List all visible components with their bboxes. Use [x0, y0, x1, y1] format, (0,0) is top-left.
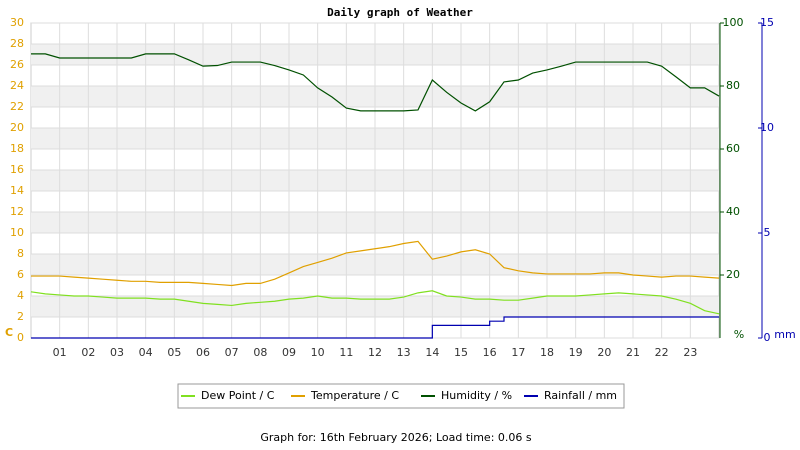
x-tick-label: 16	[483, 346, 497, 359]
x-tick-label: 17	[511, 346, 525, 359]
x-tick-label: 06	[196, 346, 210, 359]
y-tick-label: 8	[17, 247, 24, 260]
y3-tick-label: 15	[760, 16, 774, 29]
series-line	[31, 240, 720, 287]
x-tick-label: 13	[397, 346, 411, 359]
y-tick-label: 24	[10, 79, 24, 92]
y2-unit: %	[734, 328, 744, 341]
x-tick-label: 15	[454, 346, 468, 359]
footer: Graph for: 16th February 2026; Load time…	[260, 431, 532, 444]
x-tick-label: 14	[425, 346, 439, 359]
y-tick-label: 6	[17, 268, 24, 281]
x-tick-label: 19	[569, 346, 583, 359]
x-tick-label: 07	[225, 346, 239, 359]
y2-tick-label: 40	[726, 205, 740, 218]
legend-label: Humidity / %	[441, 389, 512, 402]
x-tick-label: 18	[540, 346, 554, 359]
x-tick-label: 04	[139, 346, 153, 359]
x-tick-label: 23	[683, 346, 697, 359]
x-tick-label: 21	[626, 346, 640, 359]
y-tick-label: 14	[10, 184, 24, 197]
x-tick-label: 05	[167, 346, 181, 359]
y3-tick-label: 0	[764, 331, 771, 344]
x-tick-label: 10	[311, 346, 325, 359]
y-tick-label: 18	[10, 142, 24, 155]
y3-unit: mm	[774, 328, 795, 341]
x-tick-label: 22	[655, 346, 669, 359]
y2-tick-label: 20	[726, 268, 740, 281]
series-line	[30, 290, 720, 315]
x-tick-label: 03	[110, 346, 124, 359]
y-tick-label: 16	[10, 163, 24, 176]
y-unit: C	[5, 326, 13, 339]
y-tick-label: 26	[10, 58, 24, 71]
legend-label: Temperature / C	[310, 389, 399, 402]
x-tick-label: 20	[597, 346, 611, 359]
x-tick-label: 08	[253, 346, 267, 359]
chart-title: Daily graph of Weather	[327, 6, 473, 19]
y-tick-label: 2	[17, 310, 24, 323]
y3-tick-label: 5	[764, 226, 771, 239]
x-tick-label: 11	[339, 346, 353, 359]
y-tick-label: 28	[10, 37, 24, 50]
y3-tick-label: 10	[760, 121, 774, 134]
x-tick-label: 01	[53, 346, 67, 359]
y-tick-label: 20	[10, 121, 24, 134]
y-tick-label: 30	[10, 16, 24, 29]
legend-label: Rainfall / mm	[544, 389, 617, 402]
series-line	[31, 53, 720, 112]
legend-box	[177, 383, 625, 409]
y-tick-label: 12	[10, 205, 24, 218]
y2-tick-label: 80	[726, 79, 740, 92]
x-tick-label: 02	[81, 346, 95, 359]
y-tick-label: 0	[17, 331, 24, 344]
y-tick-label: 4	[17, 289, 24, 302]
legend-label: Dew Point / C	[201, 389, 275, 402]
y-tick-label: 22	[10, 100, 24, 113]
y2-tick-label: 100	[723, 16, 744, 29]
x-tick-label: 12	[368, 346, 382, 359]
y-tick-label: 10	[10, 226, 24, 239]
y2-tick-label: 60	[726, 142, 740, 155]
series-line	[31, 316, 719, 339]
x-tick-label: 09	[282, 346, 296, 359]
